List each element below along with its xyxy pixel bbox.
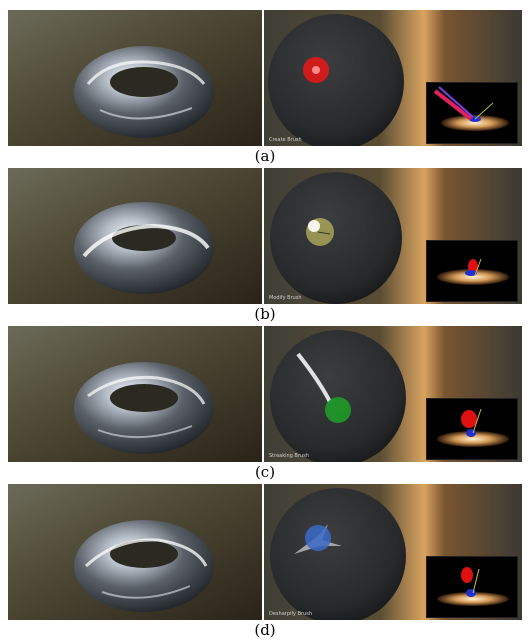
lobe-inset-a <box>426 82 518 144</box>
caption-d: (d) <box>254 621 276 639</box>
brush-label: Create Brush <box>269 137 302 143</box>
brush-cursor-d <box>305 525 331 551</box>
figure-row-c: Streaking Brush <box>8 326 522 462</box>
editor-view-b: Modify Brush <box>264 168 522 304</box>
lobe-inset-b <box>426 240 518 302</box>
editor-view-d: Desharpify Brush <box>264 484 522 620</box>
editor-view-c: Streaking Brush <box>264 326 522 462</box>
brush-label: Modify Brush <box>269 295 302 301</box>
lobe-inset-d <box>426 556 518 618</box>
torus-render-c <box>8 326 262 462</box>
caption-b: (b) <box>254 305 276 323</box>
lobe-inset-c <box>426 398 518 460</box>
torus-render-b <box>8 168 262 304</box>
brush-label: Streaking Brush <box>269 453 309 459</box>
figure-row-b: Modify Brush <box>8 168 522 304</box>
torus-render-a <box>8 10 262 146</box>
torus-render-d <box>8 484 262 620</box>
brush-cursor-c <box>325 397 351 423</box>
figure-row-d: Desharpify Brush <box>8 484 522 620</box>
editor-view-a: Create Brush <box>264 10 522 146</box>
caption-a: (a) <box>254 147 276 165</box>
caption-c: (c) <box>254 463 276 481</box>
figure-row-a: Create Brush <box>8 10 522 146</box>
brush-label: Desharpify Brush <box>269 611 313 617</box>
